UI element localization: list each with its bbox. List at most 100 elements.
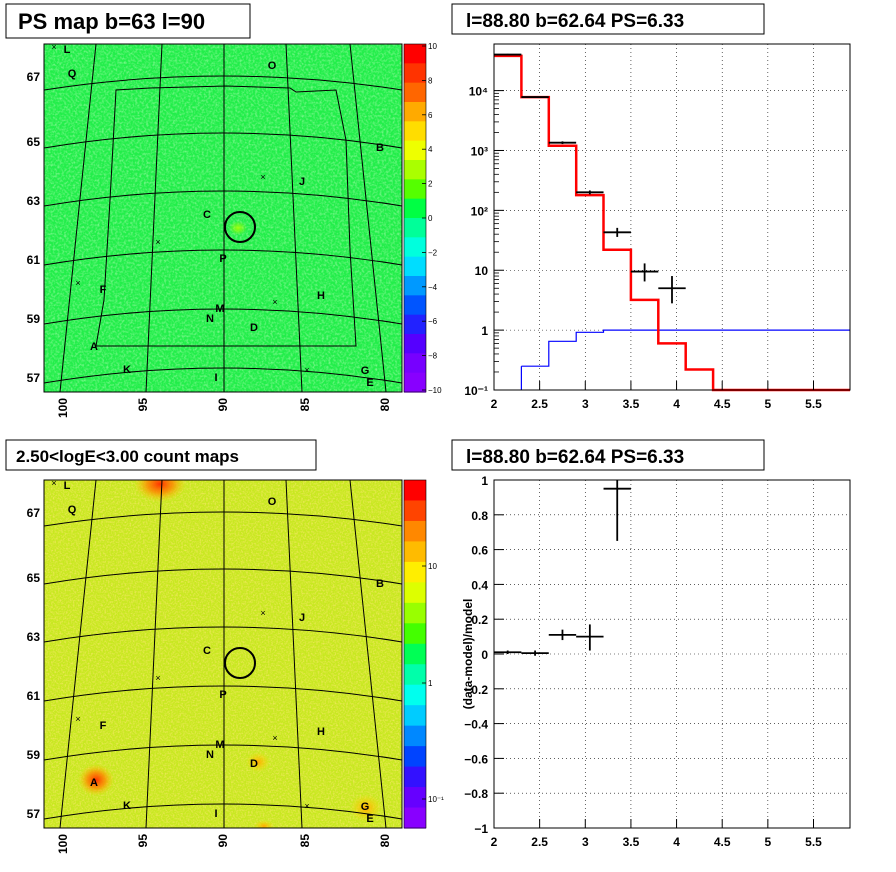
residual-data-point xyxy=(576,624,604,651)
residual-data-point xyxy=(494,650,522,654)
lon-tick-label: 80 xyxy=(378,834,392,848)
spectrum-x-tick-label: 3.5 xyxy=(623,397,640,411)
colorbar-tick-label: 2 xyxy=(428,180,433,189)
source-label-b: B xyxy=(376,578,384,590)
source-label-e: E xyxy=(366,813,373,825)
spectrum-x-tick-label: 2.5 xyxy=(531,397,548,411)
lat-tick-label: 67 xyxy=(27,70,41,84)
lat-tick-label: 59 xyxy=(27,312,41,326)
source-cross-marker: × xyxy=(155,673,160,683)
source-label-i: I xyxy=(214,808,217,820)
spectrum-x-tick-label: 2 xyxy=(491,397,498,411)
source-label-p: P xyxy=(219,689,226,701)
source-label-b: B xyxy=(376,142,384,154)
count-map-source-labels: LQ O B J C P F H MN D A K I GE × × × × × × xyxy=(51,478,384,825)
source-label-d: D xyxy=(250,758,258,770)
residual-y-tick-label: −1 xyxy=(474,822,488,836)
ps-map-lat-ticks: 67 65 63 61 59 57 xyxy=(27,70,41,385)
residual-data-point xyxy=(521,650,549,656)
source-cross-marker: × xyxy=(75,714,80,724)
spectrum-y-tick-label: 10⁻¹ xyxy=(464,384,488,398)
source-label-a: A xyxy=(90,341,98,353)
source-label-p: P xyxy=(219,253,226,265)
ps-map-roi-circle xyxy=(224,211,256,243)
count-map-title-box xyxy=(5,439,317,471)
ps-map-grid xyxy=(44,44,402,392)
colorbar-tick-label: 10⁻¹ xyxy=(428,795,444,804)
spectrum-axes: 2 2.5 3 3.5 4 4.5 5 5.5 10⁻¹ 1 10 10² 10³ 10⁴ xyxy=(464,85,822,411)
ps-map-excess xyxy=(229,221,247,235)
residual-y-tick-label: 0.4 xyxy=(471,578,488,592)
ps-map-source-labels: LQ O B J C P F H MN D A K I GE × × × × × × xyxy=(51,42,384,389)
lon-tick-label: 90 xyxy=(216,834,230,848)
source-label-g: G xyxy=(361,365,370,377)
source-label-f: F xyxy=(100,720,107,732)
residual-y-tick-label: 0.6 xyxy=(471,544,488,558)
source-label-m: M xyxy=(215,739,224,751)
count-map-roi-circle xyxy=(224,647,256,679)
source-label-g: G xyxy=(361,801,370,813)
colorbar-swatch xyxy=(404,561,426,583)
source-label-l: L xyxy=(64,480,71,492)
spectrum-y-tick-label: 10 xyxy=(475,264,489,278)
count-map-colorbar: 10 1 10⁻¹ xyxy=(403,479,444,829)
colorbar-tick-label: 4 xyxy=(428,145,433,154)
colorbar-swatch xyxy=(404,353,426,374)
count-map-title: 2.50<logE<3.00 count maps xyxy=(16,447,239,466)
spectrum-x-tick-label: 5.5 xyxy=(805,397,822,411)
spectrum-data-point xyxy=(658,276,686,304)
colorbar-swatch xyxy=(404,121,426,142)
residual-y-tick-label: 0 xyxy=(481,648,488,662)
residual-y-tick-label: 0.2 xyxy=(471,613,488,627)
source-label-m: M xyxy=(215,303,224,315)
spectrum-x-tick-label: 5 xyxy=(765,397,772,411)
colorbar-swatch xyxy=(404,787,426,809)
colorbar-tick-label: −2 xyxy=(428,248,438,257)
colorbar-swatch xyxy=(404,295,426,316)
colorbar-swatch xyxy=(404,684,426,706)
residual-x-tick-label: 5 xyxy=(765,835,772,849)
colorbar-swatch xyxy=(404,276,426,296)
source-label-e: E xyxy=(366,377,373,389)
residual-title-box xyxy=(451,439,765,471)
residual-y-tick-label: 0.8 xyxy=(471,509,488,523)
colorbar-swatch xyxy=(404,102,426,122)
spectrum-data-point xyxy=(630,263,659,282)
colorbar-tick-label: 0 xyxy=(428,214,433,223)
spectrum-title-box xyxy=(451,3,765,35)
source-label-j: J xyxy=(299,612,305,624)
colorbar-swatch xyxy=(404,179,426,200)
lat-tick-label: 57 xyxy=(27,371,41,385)
colorbar-swatch xyxy=(404,807,426,829)
source-label-d: D xyxy=(250,322,258,334)
colorbar-swatch xyxy=(404,218,426,238)
residual-data-point xyxy=(603,480,631,541)
source-label-f: F xyxy=(100,284,107,296)
lon-tick-label: 100 xyxy=(56,398,70,418)
residual-y-tick-label: −0.4 xyxy=(464,718,488,732)
colorbar-swatch xyxy=(404,160,426,180)
residual-marks xyxy=(494,480,631,656)
count-map-lon-ticks: 100 95 90 85 80 xyxy=(56,834,392,854)
colorbar-swatch xyxy=(404,766,426,788)
source-label-h: H xyxy=(317,290,325,302)
colorbar-tick-label: 1 xyxy=(428,679,433,688)
residual-x-tick-label: 4 xyxy=(673,835,680,849)
colorbar-tick-label: 8 xyxy=(428,76,433,85)
colorbar-swatch xyxy=(404,725,426,747)
count-map-frame xyxy=(43,479,403,829)
residual-x-tick-label: 2 xyxy=(491,835,498,849)
source-cross-marker: × xyxy=(272,733,277,743)
residual-title: l=88.80 b=62.64 PS=6.33 xyxy=(466,447,684,468)
lon-tick-label: 80 xyxy=(378,398,392,412)
residual-y-tick-label: −0.6 xyxy=(464,752,488,766)
lon-tick-label: 85 xyxy=(298,398,312,412)
source-label-k: K xyxy=(123,800,131,812)
source-label-n: N xyxy=(206,313,214,325)
lat-tick-label: 61 xyxy=(27,689,41,703)
colorbar-swatch xyxy=(404,314,426,335)
source-label-a: A xyxy=(90,777,98,789)
lon-tick-label: 100 xyxy=(56,834,70,854)
